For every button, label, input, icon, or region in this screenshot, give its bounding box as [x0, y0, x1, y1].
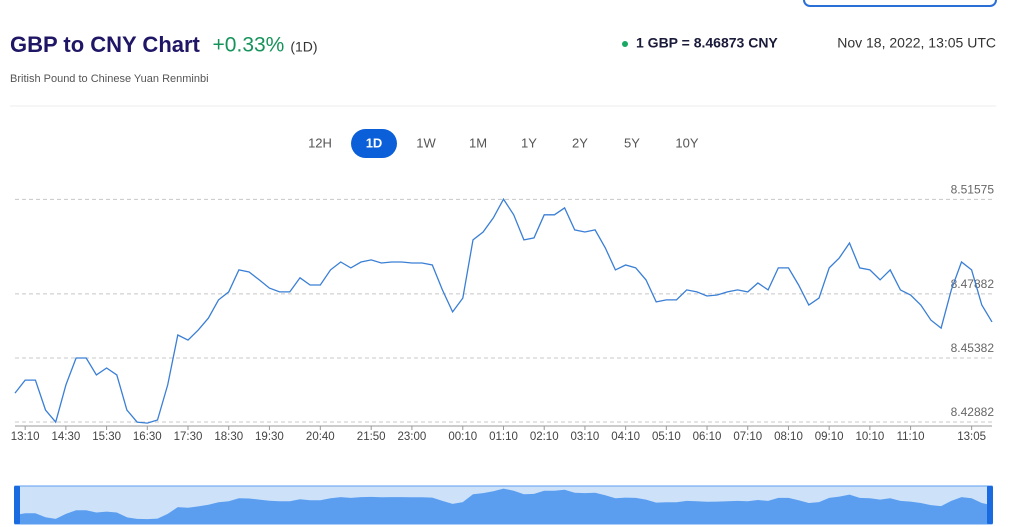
- x-tick-label: 13:05: [957, 431, 986, 443]
- x-tick-label: 02:10: [530, 431, 559, 443]
- x-tick-label: 11:10: [897, 431, 925, 443]
- range-button[interactable]: 1W: [416, 135, 436, 150]
- y-tick-label: 8.45382: [951, 341, 995, 355]
- period: (1D): [290, 39, 317, 55]
- range-button[interactable]: 2Y: [572, 135, 588, 150]
- x-tick-label: 06:10: [693, 431, 722, 443]
- x-tick-label: 10:10: [855, 431, 884, 443]
- range-button[interactable]: 12H: [308, 135, 332, 150]
- x-tick-label: 01:10: [489, 431, 518, 443]
- rate: 1 GBP = 8.46873 CNY: [636, 35, 778, 51]
- top-button-edge[interactable]: [803, 0, 997, 7]
- range-button-active[interactable]: [351, 129, 397, 158]
- subtitle: British Pound to Chinese Yuan Renminbi: [10, 73, 209, 85]
- range-button[interactable]: 10Y: [675, 135, 698, 150]
- change: +0.33%: [213, 34, 285, 57]
- price-line: [14, 197, 993, 424]
- y-tick-label: 8.51575: [951, 183, 995, 197]
- x-tick-label: 21:50: [357, 431, 386, 443]
- range-button[interactable]: 5Y: [624, 135, 640, 150]
- x-tick-label: 07:10: [733, 431, 762, 443]
- x-tick-label: 19:30: [255, 431, 284, 443]
- navigator-handle[interactable]: [987, 486, 993, 524]
- x-tick-label: 05:10: [652, 431, 681, 443]
- x-tick-label: 13:10: [11, 431, 40, 443]
- x-tick-label: 08:10: [774, 431, 803, 443]
- y-tick-label: 8.47882: [951, 277, 995, 291]
- live-dot: [622, 41, 628, 47]
- x-tick-label: 18:30: [214, 431, 243, 443]
- x-tick-label: 03:10: [571, 431, 600, 443]
- x-tick-label: 09:10: [815, 431, 844, 443]
- range-button[interactable]: 1M: [469, 135, 487, 150]
- x-tick-label: 00:10: [448, 431, 477, 443]
- x-tick-label: 15:30: [92, 431, 121, 443]
- x-tick-label: 14:30: [51, 431, 80, 443]
- timestamp: Nov 18, 2022, 13:05 UTC: [837, 35, 996, 51]
- x-tick-label: 16:30: [133, 431, 162, 443]
- navigator-area: [15, 488, 992, 524]
- x-tick-label: 20:40: [306, 431, 335, 443]
- range-button[interactable]: 1Y: [521, 135, 537, 150]
- x-tick-label: 17:30: [174, 431, 203, 443]
- chart: 8.42882 8.45382 8.47882 8.51575 13:10 14:30 15…: [11, 183, 995, 525]
- navigator-handle[interactable]: [14, 486, 20, 524]
- x-tick-label: 23:00: [398, 431, 427, 443]
- x-tick-label: 04:10: [611, 431, 640, 443]
- y-tick-label: 8.42882: [951, 405, 995, 419]
- range-button[interactable]: 1D: [366, 135, 383, 150]
- title: GBP to CNY Chart: [10, 32, 201, 57]
